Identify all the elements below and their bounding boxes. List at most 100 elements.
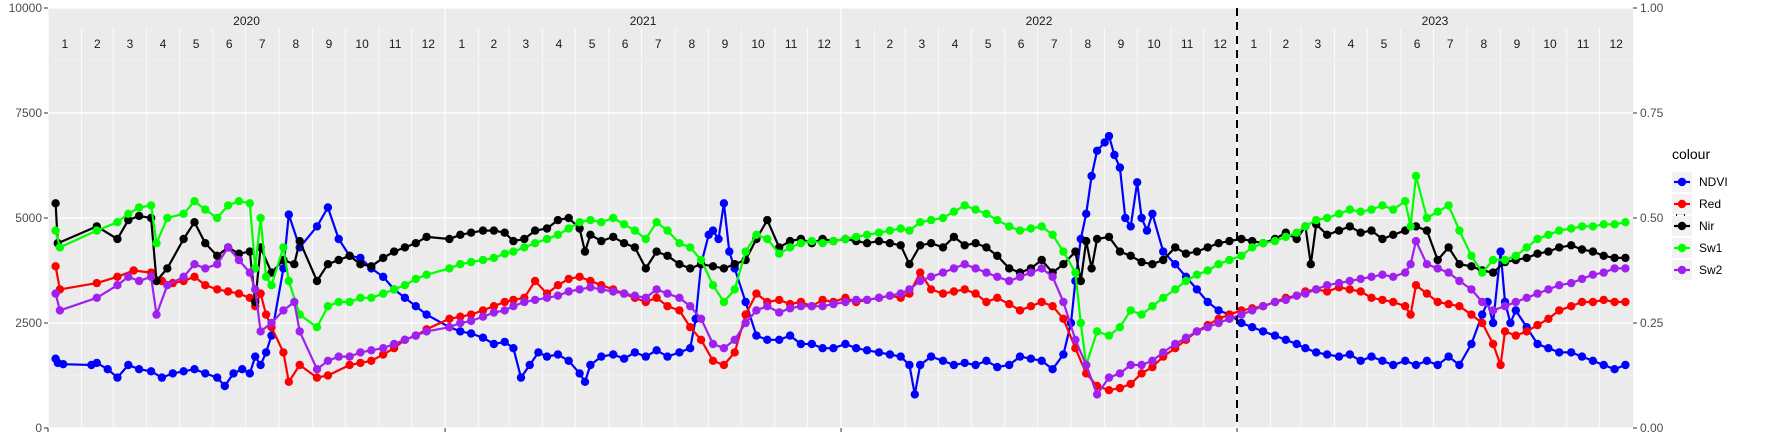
- data-point-nir: [323, 260, 333, 269]
- data-point-sw1: [134, 203, 144, 212]
- data-point-sw2: [422, 327, 431, 336]
- data-point-sw1: [885, 226, 895, 235]
- data-point-ndvi: [1567, 348, 1576, 357]
- data-point-sw1: [916, 218, 925, 227]
- data-point-ndvi: [796, 339, 806, 349]
- data-point-ndvi: [752, 331, 761, 340]
- data-point-sw2: [51, 289, 60, 298]
- data-point-ndvi: [1345, 350, 1355, 359]
- data-point-nir: [530, 226, 540, 235]
- data-point-ndvi: [1281, 335, 1291, 344]
- data-point-nir: [1488, 268, 1498, 277]
- data-point-sw2: [295, 327, 304, 336]
- data-point-ndvi: [818, 344, 827, 353]
- data-point-sw1: [1610, 220, 1619, 229]
- data-point-ndvi: [245, 369, 254, 378]
- data-point-sw2: [1389, 272, 1398, 281]
- data-point-red: [500, 297, 509, 307]
- data-point-nir: [1237, 234, 1246, 244]
- data-point-sw2: [251, 285, 260, 294]
- data-point-ndvi: [586, 360, 595, 370]
- data-point-nir: [785, 236, 795, 246]
- data-point-nir: [312, 276, 322, 286]
- data-point-nir: [290, 260, 299, 269]
- data-point-sw1: [597, 218, 606, 227]
- data-point-sw1: [938, 213, 948, 223]
- data-point-red: [708, 356, 718, 365]
- data-point-sw1: [1092, 327, 1102, 336]
- data-point-nir: [993, 251, 1002, 260]
- legend-item-sw1: Sw1: [1672, 238, 1723, 258]
- data-point-red: [1115, 383, 1125, 393]
- data-point-nir: [1092, 234, 1102, 244]
- data-point-nir: [1214, 239, 1223, 248]
- data-point-sw1: [1544, 230, 1553, 239]
- data-point-ndvi: [1171, 260, 1180, 269]
- data-point-red: [1005, 299, 1014, 309]
- month-label: 4: [1348, 37, 1355, 51]
- data-point-ndvi: [113, 373, 122, 382]
- data-point-sw2: [1071, 335, 1080, 344]
- data-point-red: [1444, 299, 1453, 309]
- data-point-sw2: [1588, 270, 1598, 279]
- data-point-ndvi: [630, 348, 640, 357]
- data-point-sw1: [874, 228, 884, 237]
- data-point-sw2: [763, 302, 772, 311]
- data-point-sw1: [1378, 201, 1387, 210]
- legend-label: Sw1: [1699, 241, 1723, 255]
- data-point-ndvi: [1026, 354, 1036, 363]
- data-point-sw1: [234, 197, 244, 206]
- data-point-sw1: [807, 236, 816, 246]
- data-point-red: [530, 276, 540, 286]
- data-point-ndvi: [926, 352, 936, 361]
- data-point-red: [1048, 302, 1057, 311]
- data-point-nir: [730, 260, 739, 269]
- data-point-sw1: [1322, 213, 1332, 223]
- data-point-ndvi: [1214, 306, 1223, 315]
- data-point-nir: [1621, 253, 1630, 263]
- data-point-ndvi: [1192, 285, 1202, 294]
- data-point-ndvi: [1092, 146, 1102, 155]
- data-point-sw2: [456, 318, 465, 328]
- data-point-ndvi: [1555, 348, 1564, 357]
- data-point-sw2: [841, 297, 850, 307]
- data-point-ndvi: [1488, 318, 1498, 328]
- data-point-sw2: [1444, 268, 1453, 277]
- data-point-sw1: [456, 260, 465, 269]
- year-label: 2020: [233, 14, 260, 28]
- data-point-sw2: [1599, 268, 1608, 277]
- data-point-red: [1621, 297, 1630, 307]
- data-point-red: [1533, 320, 1542, 330]
- data-point-sw2: [852, 295, 861, 305]
- data-point-sw2: [113, 281, 122, 290]
- data-point-red: [113, 272, 122, 281]
- data-point-sw2: [1500, 302, 1510, 311]
- data-point-nir: [905, 260, 914, 269]
- data-point-ndvi: [609, 350, 618, 359]
- data-point-ndvi: [719, 199, 729, 208]
- data-point-red: [982, 297, 991, 307]
- data-point-sw1: [993, 215, 1002, 225]
- data-point-sw2: [630, 291, 640, 300]
- data-point-nir: [124, 215, 133, 225]
- month-label: 5: [1381, 37, 1388, 51]
- data-point-sw2: [885, 291, 895, 300]
- data-point-ndvi: [885, 350, 895, 359]
- legend-label: Nir: [1699, 219, 1714, 233]
- data-point-ndvi: [725, 247, 734, 256]
- data-point-red: [1467, 310, 1476, 319]
- data-point-sw1: [51, 226, 60, 235]
- data-point-sw1: [201, 205, 210, 214]
- data-point-red: [1599, 295, 1608, 305]
- legend-item-red: Red: [1672, 194, 1721, 214]
- data-point-red: [445, 314, 454, 323]
- legend-key-point: [1677, 177, 1687, 187]
- data-point-red: [971, 289, 980, 298]
- legend-label: Sw2: [1699, 263, 1723, 277]
- data-point-sw1: [730, 285, 739, 294]
- data-point-sw1: [1203, 266, 1212, 275]
- left-tick-label: 2500: [15, 316, 42, 330]
- data-point-nir: [201, 239, 210, 248]
- data-point-nir: [1433, 255, 1442, 265]
